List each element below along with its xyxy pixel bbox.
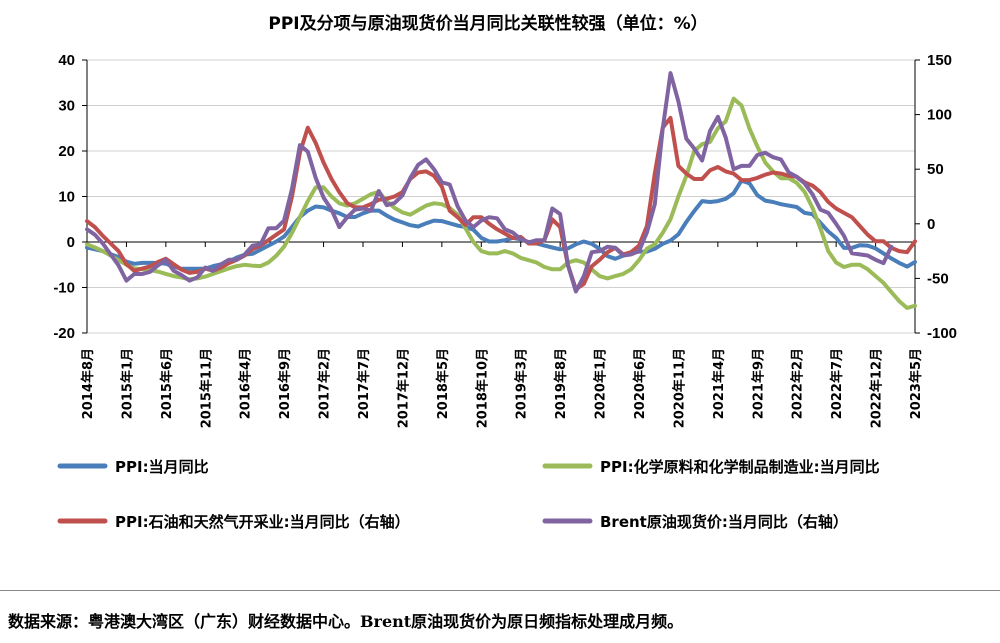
- x-tick-label: 2022年12月: [869, 348, 885, 428]
- legend-label-2: PPI:石油和天然气开采业:当月同比（右轴）: [115, 513, 410, 531]
- x-tick-label: 2015年11月: [198, 348, 214, 428]
- x-tick-label: 2023年5月: [908, 348, 924, 419]
- series-lines: [85, 71, 917, 310]
- series-line-1: [85, 96, 917, 310]
- x-tick-label: 2021年4月: [711, 348, 727, 419]
- x-tick-label: 2022年7月: [829, 348, 845, 419]
- left-tick-label: 0: [67, 234, 75, 251]
- chart-title: PPI及分项与原油现货价当月同比关联性较强（单位：%）: [268, 13, 707, 34]
- footer-divider: [0, 590, 1000, 591]
- left-tick-label: 30: [58, 98, 75, 115]
- right-tick-label: -100: [927, 325, 957, 342]
- right-tick-label: -50: [927, 270, 949, 287]
- right-tick-label: 50: [927, 161, 944, 178]
- x-tick-label: 2018年10月: [474, 348, 490, 428]
- x-tick-label: 2016年9月: [277, 348, 293, 419]
- x-tick-label: 2019年3月: [514, 348, 530, 419]
- legend-label-3: Brent原油现货价:当月同比（右轴）: [600, 513, 848, 531]
- left-tick-label: 10: [58, 189, 75, 206]
- x-tick-label: 2017年2月: [317, 348, 333, 419]
- x-tick-label: 2015年6月: [159, 348, 175, 419]
- legend-label-1: PPI:化学原料和化学制品制造业:当月同比: [600, 458, 880, 476]
- legend-label-0: PPI:当月同比: [115, 458, 209, 476]
- x-tick-label: 2017年12月: [395, 348, 411, 428]
- plot-area: [87, 59, 915, 334]
- x-tick-label: 2021年9月: [750, 348, 766, 419]
- x-tick-label: 2015年1月: [119, 348, 135, 419]
- x-tick-label: 2020年11月: [671, 348, 687, 428]
- right-tick-label: 0: [927, 216, 935, 233]
- x-tick-label: 2020年6月: [632, 348, 648, 419]
- x-tick-label: 2022年2月: [790, 348, 806, 419]
- series-line-3: [85, 71, 894, 294]
- x-tick-label: 2016年4月: [238, 348, 254, 419]
- left-tick-label: -20: [53, 325, 75, 342]
- x-tick-label: 2017年7月: [356, 348, 372, 419]
- x-tick-label: 2018年5月: [435, 348, 451, 419]
- x-tick-label: 2014年8月: [80, 348, 96, 419]
- series-line-2: [85, 115, 917, 292]
- left-tick-label: 20: [58, 143, 75, 160]
- left-tick-label: 40: [58, 52, 75, 69]
- left-tick-label: -10: [53, 280, 75, 297]
- right-tick-label: 100: [927, 107, 952, 124]
- right-tick-label: 150: [927, 52, 952, 69]
- legend: PPI:当月同比 PPI:化学原料和化学制品制造业:当月同比 PPI:石油和天然气开…: [57, 458, 880, 531]
- chart: PPI及分项与原油现货价当月同比关联性较强（单位：%） 403020100-10…: [53, 13, 957, 531]
- source-note: 数据来源：粤港澳大湾区（广东）财经数据中心。Brent原油现货价为原日频指标处理…: [8, 612, 684, 631]
- x-tick-label: 2020年1月: [593, 348, 609, 419]
- x-tick-label: 2019年8月: [553, 348, 569, 419]
